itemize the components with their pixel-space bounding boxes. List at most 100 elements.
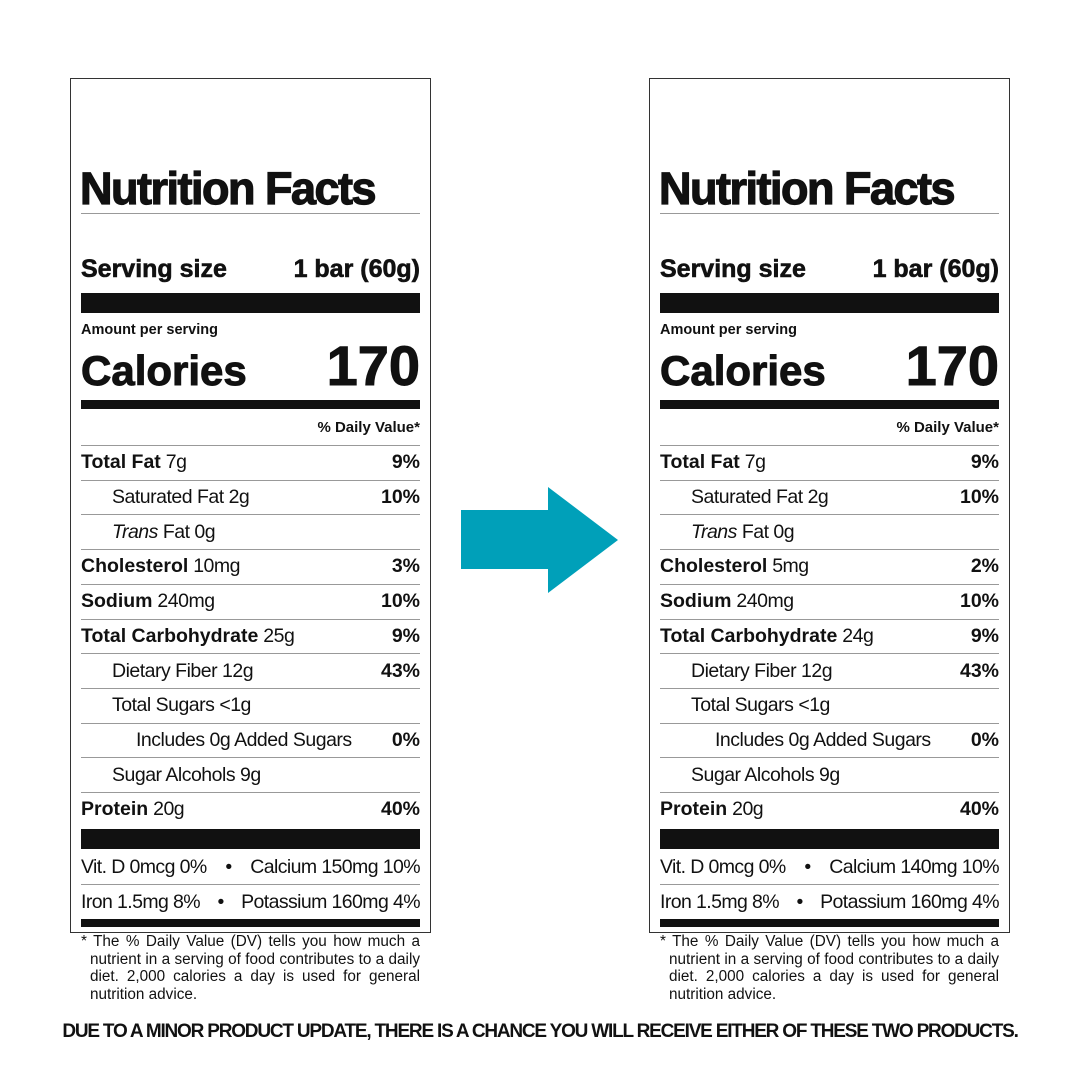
nutrient-daily-value: 10% <box>380 486 420 509</box>
nutrient-name: Cholesterol <box>81 555 189 578</box>
micronutrient-row: Iron 1.5mg 8% • Potassium 160mg 4% <box>81 885 421 920</box>
nutrient-name: Total Fat <box>660 451 740 474</box>
daily-value-header: % Daily Value* <box>896 419 999 436</box>
nutrient-daily-value: 43% <box>959 659 999 682</box>
nutrient-name: Includes 0g Added Sugars <box>136 728 352 751</box>
nutrient-name: Includes 0g Added Sugars <box>715 728 931 751</box>
bullet: • <box>217 890 224 913</box>
nutrient-amount: 9g <box>819 763 840 786</box>
nutrient-amount: 5mg <box>772 555 809 578</box>
micronutrient-right: Potassium 160mg 4% <box>820 890 999 913</box>
footnote: * The % Daily Value (DV) tells you how m… <box>660 933 999 1003</box>
divider <box>660 213 999 214</box>
nutrient-row: Trans Fat 0g <box>660 514 999 549</box>
nutrient-text: Trans Fat 0g <box>81 520 216 544</box>
nutrient-row: Includes 0g Added Sugars 0% <box>81 722 420 758</box>
nutrient-row: Total Fat 7g 9% <box>81 445 420 480</box>
nutrient-row: Dietary Fiber 12g 43% <box>660 653 999 688</box>
nutrient-row: Saturated Fat 2g 10% <box>660 479 999 515</box>
nutrient-amount: 10mg <box>193 555 240 578</box>
bullet: • <box>225 855 232 878</box>
nutrient-name: Sodium <box>660 590 732 613</box>
micronutrient-left: Vit. D 0mcg 0% <box>660 855 786 878</box>
nutrient-row: Sodium 240mg 10% <box>81 583 420 619</box>
nutrient-amount: 20g <box>153 798 185 821</box>
nutrient-name: Sodium <box>81 590 153 613</box>
amount-per-serving: Amount per serving <box>660 322 797 338</box>
nutrient-amount: 2g <box>807 486 829 509</box>
micronutrient-right: Potassium 160mg 4% <box>241 890 420 913</box>
nutrient-daily-value: 0% <box>970 728 999 751</box>
daily-value-header: % Daily Value* <box>317 419 420 436</box>
nutrient-text: Total Fat 7g <box>81 451 187 474</box>
nutrient-text: Total Fat 7g <box>660 451 766 474</box>
nutrient-name: Total Carbohydrate <box>81 624 259 647</box>
nutrient-daily-value: 40% <box>380 798 420 821</box>
nutrient-text: Total Carbohydrate 25g <box>81 624 295 648</box>
nutrient-text: Dietary Fiber 12g <box>660 660 833 683</box>
serving-size-label: Serving size <box>81 255 228 284</box>
thick-divider <box>81 919 420 927</box>
thick-divider <box>660 400 999 409</box>
nutrient-text: Sodium 240mg <box>660 590 794 613</box>
micronutrient-row: Iron 1.5mg 8% • Potassium 160mg 4% <box>660 885 1000 920</box>
nutrient-text: Sugar Alcohols 9g <box>660 764 840 787</box>
nutrient-amount: 2g <box>228 486 250 509</box>
calories-label: Calories <box>81 347 248 395</box>
nutrient-amount: 12g <box>222 659 254 682</box>
nutrient-row: Cholesterol 10mg 3% <box>81 549 420 584</box>
serving-size: Serving size 1 bar (60g) <box>81 255 421 284</box>
nutrient-text: Saturated Fat 2g <box>81 486 250 509</box>
calories-value: 170 <box>905 334 999 398</box>
nutrient-row: Protein 20g 40% <box>660 792 999 827</box>
product-update-notice: DUE TO A MINOR PRODUCT UPDATE, THERE IS … <box>62 1021 1019 1042</box>
nutrient-text: Cholesterol 5mg <box>660 555 809 578</box>
nutrient-name: Trans <box>691 520 737 543</box>
nutrient-text: Trans Fat 0g <box>660 520 795 544</box>
label-title: Nutrition Facts <box>79 162 377 214</box>
nutrient-daily-value: 3% <box>391 555 420 578</box>
label-title: Nutrition Facts <box>658 162 956 214</box>
nutrient-text: Sodium 240mg <box>81 590 215 613</box>
nutrient-row: Total Sugars <1g <box>660 687 999 723</box>
nutrient-amount: <1g <box>798 694 830 717</box>
nutrient-amount: 20g <box>732 798 764 821</box>
nutrient-name: Saturated Fat <box>112 486 224 509</box>
footnote-text: * The % Daily Value (DV) tells you how m… <box>660 933 999 1003</box>
micronutrient-left: Iron 1.5mg 8% <box>81 890 201 913</box>
nutrient-daily-value: 9% <box>391 624 420 647</box>
micronutrient-left: Vit. D 0mcg 0% <box>81 855 207 878</box>
amount-per-serving: Amount per serving <box>81 322 218 338</box>
calories-value: 170 <box>326 334 420 398</box>
thick-divider <box>81 293 420 313</box>
micronutrient-left: Iron 1.5mg 8% <box>660 890 780 913</box>
nutrient-amount: Fat 0g <box>741 520 795 543</box>
nutrient-row: Trans Fat 0g <box>81 514 420 549</box>
nutrient-daily-value: 9% <box>970 624 999 647</box>
serving-size-label: Serving size <box>660 255 807 284</box>
nutrient-name: Cholesterol <box>660 555 768 578</box>
nutrient-daily-value: 40% <box>959 798 999 821</box>
footnote-text: * The % Daily Value (DV) tells you how m… <box>81 933 420 1003</box>
nutrient-name: Total Fat <box>81 451 161 474</box>
nutrient-text: Total Sugars <1g <box>81 694 251 717</box>
thick-divider <box>660 829 999 849</box>
nutrient-text: Dietary Fiber 12g <box>81 659 254 683</box>
nutrient-name: Dietary Fiber <box>112 659 218 682</box>
nutrient-amount: <1g <box>219 694 251 717</box>
nutrient-amount: 24g <box>842 624 874 647</box>
nutrient-name: Sugar Alcohols <box>112 763 236 786</box>
nutrient-name: Total Carbohydrate <box>660 624 838 647</box>
bullet: • <box>804 855 811 878</box>
nutrient-row: Saturated Fat 2g 10% <box>81 479 420 515</box>
nutrient-daily-value: 10% <box>380 590 420 613</box>
nutrient-daily-value: 9% <box>970 451 999 474</box>
nutrient-daily-value: 43% <box>380 659 420 682</box>
thick-divider <box>660 919 999 927</box>
nutrient-row: Protein 20g 40% <box>81 792 420 827</box>
micronutrient-row: Vit. D 0mcg 0% • Calcium 140mg 10% <box>660 850 1000 885</box>
divider <box>81 884 420 885</box>
nutrient-text: Total Sugars <1g <box>660 694 830 717</box>
nutrient-amount: 9g <box>240 763 261 786</box>
nutrient-amount: Fat 0g <box>162 520 216 543</box>
